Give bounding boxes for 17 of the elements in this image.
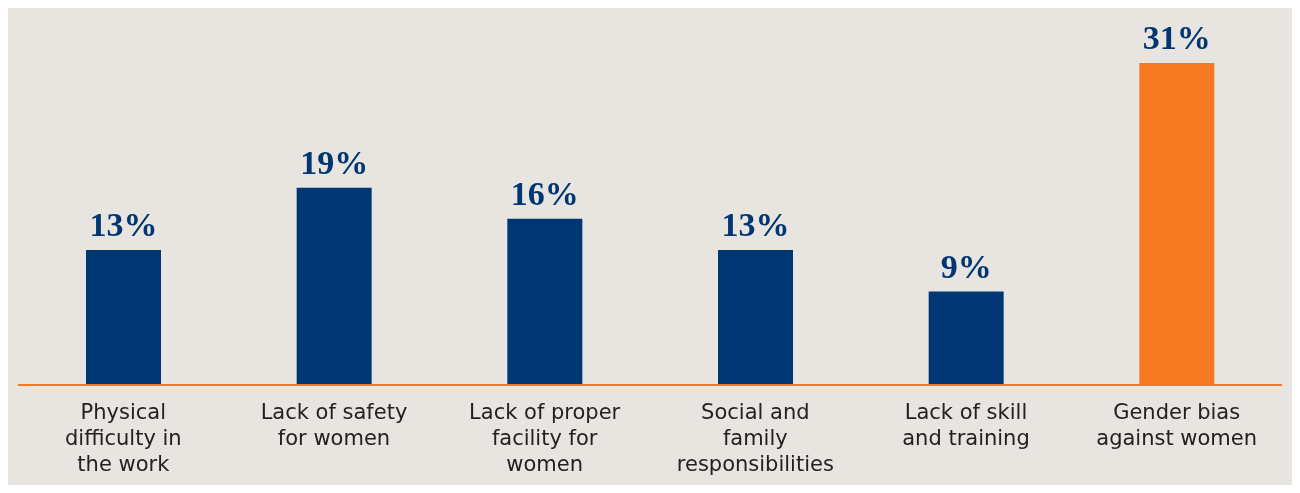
x-tick-label: Lack of skill and training <box>902 400 1030 450</box>
data-label: 19% <box>300 143 369 181</box>
bar <box>928 291 1004 385</box>
x-tick-label: Physical difficulty in the work <box>65 400 182 476</box>
x-tick-label: Gender bias against women <box>1096 400 1258 450</box>
x-tick-label: Social and family responsibilities <box>676 400 834 476</box>
x-tick-label: Lack of proper facility for women <box>469 400 621 476</box>
bar <box>86 249 161 385</box>
data-label: 9% <box>940 247 992 285</box>
data-label: 31% <box>1142 19 1211 56</box>
x-tick-label: Lack of safety for women <box>260 400 408 450</box>
data-label: 16% <box>510 174 579 212</box>
bar <box>296 187 372 385</box>
data-label: 13% <box>89 205 158 243</box>
bar <box>507 218 583 385</box>
bar <box>718 249 793 385</box>
data-label: 13% <box>721 205 790 243</box>
